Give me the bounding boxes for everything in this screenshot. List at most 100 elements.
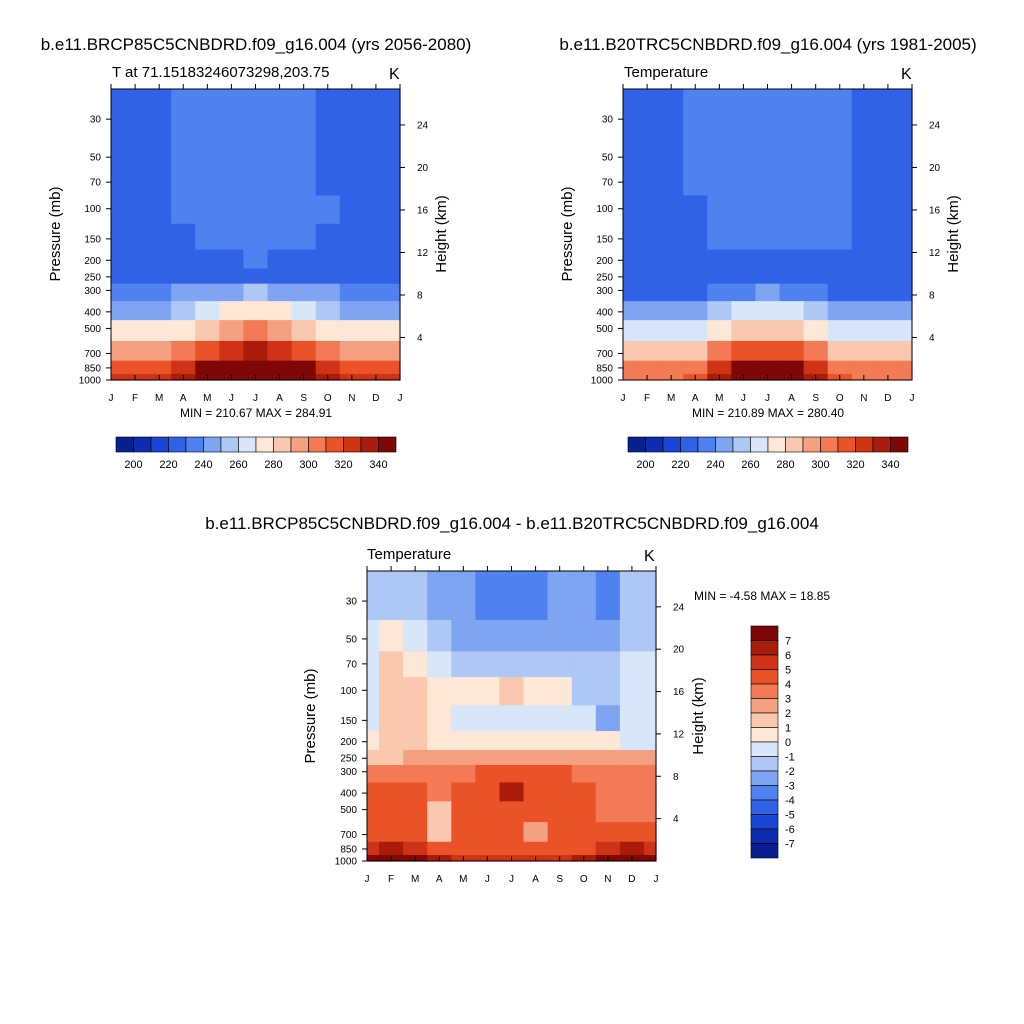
heatmap-cell (571, 651, 597, 678)
heatmap-cell (643, 801, 657, 823)
panel-a-units: K (389, 66, 400, 83)
heatmap-cell (875, 249, 901, 270)
heatmap-cell (595, 651, 621, 678)
panel-a-y-right-axis-label: Height (km) (433, 195, 450, 273)
y-right-tick-label: 4 (417, 333, 423, 344)
heatmap-cell (475, 782, 501, 802)
colorbar-swatch (185, 436, 204, 453)
y-tick-label: 100 (340, 686, 357, 697)
heatmap-cell (779, 169, 805, 197)
heatmap-cell (315, 320, 341, 342)
y-tick-label: 400 (84, 307, 101, 318)
heatmap-cell (523, 841, 549, 856)
heatmap-cell (219, 138, 245, 171)
y-tick-label: 50 (90, 153, 102, 164)
heatmap-cell (899, 223, 913, 251)
y-tick-label: 100 (84, 204, 101, 215)
heatmap-cell (123, 169, 148, 197)
heatmap-cell (547, 705, 573, 732)
colorbar-swatch (802, 436, 821, 453)
heatmap-cell (171, 169, 196, 197)
heatmap-cell (315, 169, 341, 197)
y-right-tick-label: 12 (673, 729, 685, 740)
heatmap-cell (111, 320, 124, 342)
heatmap-cell (291, 268, 317, 285)
y-right-tick-label: 20 (417, 163, 429, 174)
heatmap-cell (643, 749, 657, 766)
panel-c-y-axis-label: Pressure (mb) (302, 668, 319, 763)
heatmap-cell (523, 677, 549, 706)
colorbar-swatch (238, 436, 257, 453)
heatmap-cell (195, 320, 220, 342)
heatmap-cell (475, 651, 501, 678)
heatmap-cell (123, 360, 148, 375)
heatmap-cell (315, 301, 341, 321)
colorbar-label: 7 (785, 636, 791, 648)
y-right-tick-label: 20 (929, 163, 941, 174)
heatmap-cell (147, 89, 172, 139)
y-right-tick-label: 24 (417, 120, 429, 131)
heatmap-cell (363, 195, 389, 225)
heatmap-cell (219, 223, 245, 251)
heatmap-cell (339, 249, 365, 270)
heatmap-cell (803, 138, 829, 171)
heatmap-cell (623, 320, 636, 342)
x-tick-label: N (604, 874, 611, 885)
heatmap-cell (363, 320, 389, 342)
heatmap-cell (171, 89, 196, 139)
heatmap-cell (111, 223, 124, 251)
heatmap-cell (267, 360, 293, 375)
colorbar-label: 300 (299, 459, 317, 471)
heatmap-cell (643, 677, 657, 706)
heatmap-cell (803, 283, 829, 302)
heatmap-cell (499, 705, 525, 732)
heatmap-cell (427, 677, 452, 706)
heatmap-cell (339, 283, 365, 302)
heatmap-cell (475, 705, 501, 732)
heatmap-cell (171, 301, 196, 321)
x-tick-label: J (365, 874, 370, 885)
y-right-tick-label: 4 (673, 814, 679, 825)
heatmap-cell (683, 360, 708, 375)
heatmap-cell (659, 89, 684, 139)
heatmap-cell (499, 749, 525, 766)
heatmap-cell (523, 822, 549, 843)
heatmap-cell (451, 705, 476, 732)
colorbar-swatch (697, 436, 716, 453)
heatmap-cell (123, 223, 148, 251)
heatmap-cell (803, 223, 829, 251)
heatmap-cell (499, 782, 525, 802)
heatmap-cell (367, 571, 380, 621)
heatmap-cell (427, 801, 452, 823)
y-tick-label: 70 (602, 178, 614, 189)
colorbar-swatch (750, 785, 779, 801)
heatmap-cell (623, 169, 636, 197)
heatmap-cell (291, 360, 317, 375)
panel-c-y-right-axis-label: Height (km) (690, 677, 707, 755)
heatmap-cell (659, 301, 684, 321)
heatmap-cell (827, 138, 853, 171)
x-tick-label: S (812, 393, 819, 404)
heatmap-cell (379, 651, 404, 678)
x-tick-label: M (411, 874, 419, 885)
heatmap-cell (571, 731, 597, 751)
heatmap-cell (643, 822, 657, 843)
y-tick-label: 1000 (79, 376, 102, 387)
heatmap-cell (403, 651, 428, 678)
heatmap-cell (875, 320, 901, 342)
heatmap-cell (451, 651, 476, 678)
heatmap-cell (755, 223, 781, 251)
colorbar-swatch (255, 436, 274, 453)
heatmap-cell (387, 283, 401, 302)
heatmap-cell (707, 195, 732, 225)
heatmap-cell (755, 169, 781, 197)
heatmap-cell (123, 340, 148, 362)
colorbar-swatch (203, 436, 222, 453)
colorbar-swatch (343, 436, 362, 453)
heatmap-cell (659, 360, 684, 375)
panel-a-colorbar: 200 220 240 260 280 300 320 340 (115, 436, 397, 471)
heatmap-cell (623, 223, 636, 251)
heatmap-cell (571, 801, 597, 823)
heatmap-cell (427, 822, 452, 843)
